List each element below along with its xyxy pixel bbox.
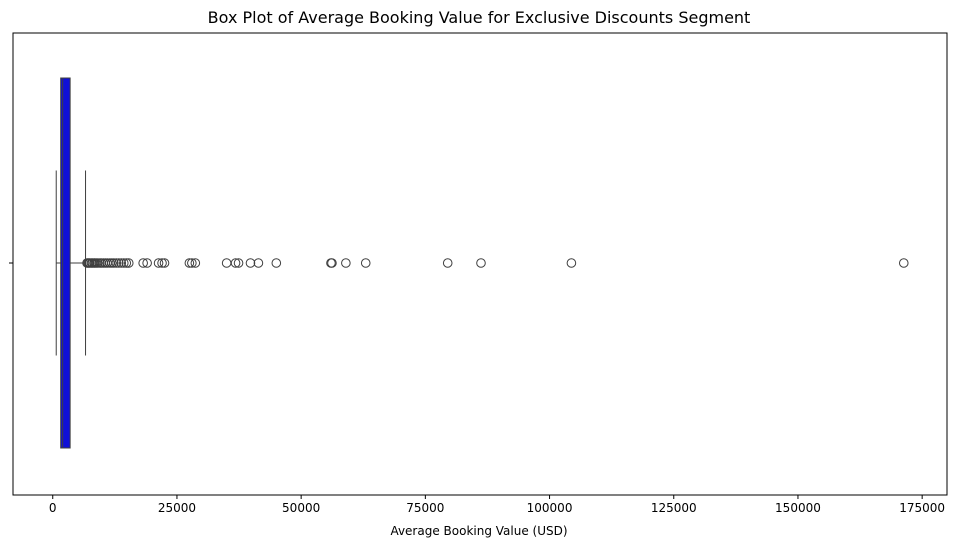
outlier-point	[190, 258, 201, 268]
outlier-point	[157, 258, 167, 268]
outlier-point	[341, 258, 351, 268]
outlier-point	[118, 258, 129, 268]
x-axis-label: Average Booking Value (USD)	[390, 524, 567, 538]
outlier-point	[116, 258, 127, 268]
x-tick-label: 0	[49, 501, 57, 515]
outlier-point	[327, 258, 337, 268]
outlier-point	[184, 258, 195, 268]
outlier-point	[123, 258, 134, 268]
outlier-point	[271, 258, 282, 268]
outlier-point	[142, 258, 152, 268]
outlier-point	[360, 258, 371, 268]
iqr-box	[60, 77, 71, 449]
outlier-point	[476, 258, 486, 268]
plot-frame	[12, 32, 948, 496]
outlier-point	[153, 258, 164, 268]
outlier-point	[114, 258, 124, 268]
chart-title: Box Plot of Average Booking Value for Ex…	[208, 8, 751, 27]
x-tick-label: 150000	[775, 501, 821, 515]
outlier-point	[159, 258, 170, 268]
outlier-point	[898, 258, 909, 268]
outlier-point	[111, 258, 122, 268]
x-tick-label: 25000	[158, 501, 196, 515]
outlier-point	[566, 258, 577, 268]
outlier-point	[221, 258, 232, 268]
outlier-point	[245, 258, 256, 268]
outlier-point	[253, 258, 264, 268]
outlier-point	[187, 258, 197, 268]
outlier-point	[109, 258, 119, 268]
x-tick-label: 50000	[282, 501, 320, 515]
outlier-point	[233, 258, 244, 268]
x-tick-label: 175000	[899, 501, 945, 515]
outlier-point	[230, 258, 241, 268]
outlier-point	[442, 258, 453, 268]
x-tick-label: 75000	[406, 501, 444, 515]
x-tick-label: 100000	[527, 501, 573, 515]
x-tick-label: 125000	[651, 501, 697, 515]
x-axis: 0 25000 50000 75000 100000 125000 150000 175000	[9, 262, 945, 515]
outlier-point	[121, 258, 132, 268]
outlier-point	[138, 258, 148, 268]
plot-area	[12, 32, 948, 496]
